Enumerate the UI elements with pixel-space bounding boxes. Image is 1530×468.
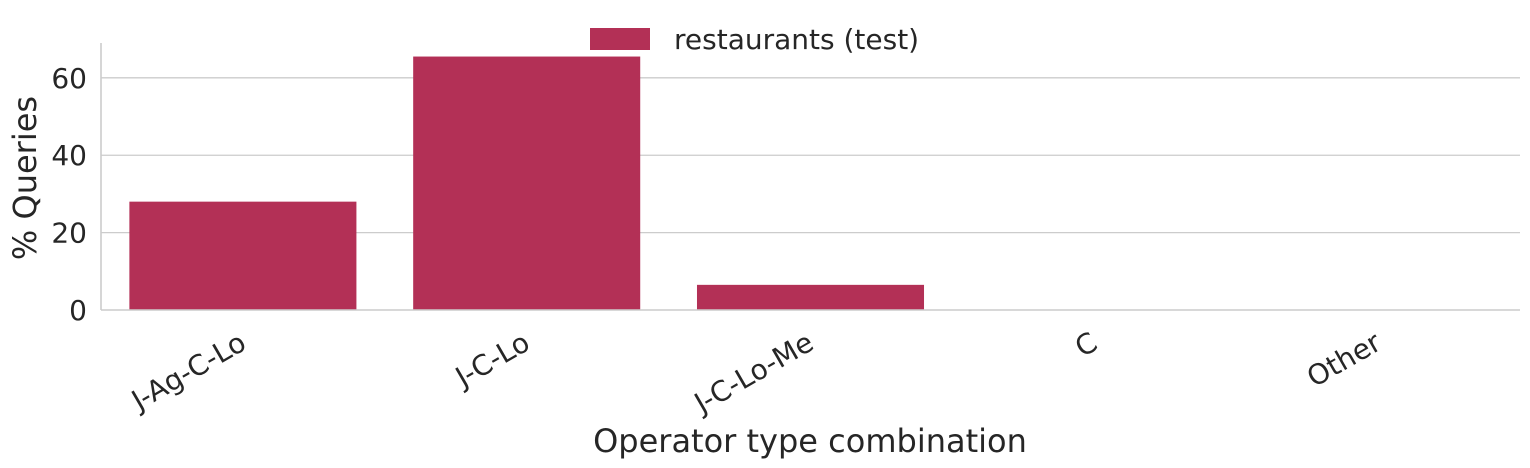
x-tick-label: J-Ag-C-Lo	[124, 325, 251, 417]
x-tick-label: Other	[1301, 325, 1387, 394]
y-tick-label: 20	[51, 217, 87, 250]
y-axis-label: % Queries	[6, 96, 44, 260]
bar	[413, 56, 641, 310]
legend: restaurants (test)	[590, 23, 919, 56]
bars	[129, 56, 925, 310]
bar	[696, 284, 925, 310]
legend-swatch	[590, 28, 650, 50]
x-axis-label: Operator type combination	[593, 422, 1027, 460]
x-tick-label: J-C-Lo-Me	[687, 325, 819, 420]
x-tick-labels: J-Ag-C-Lo J-C-Lo J-C-Lo-Me C Other	[124, 325, 1387, 420]
bar	[129, 201, 357, 310]
legend-label: restaurants (test)	[674, 23, 919, 56]
y-tick-label: 40	[51, 139, 87, 172]
x-tick-label: J-C-Lo	[448, 325, 535, 394]
x-tick-label: C	[1069, 325, 1102, 363]
y-tick-labels: 0 20 40 60	[51, 62, 87, 327]
axes	[100, 43, 1520, 311]
y-tick-label: 0	[69, 294, 87, 327]
y-tick-label: 60	[51, 62, 87, 95]
